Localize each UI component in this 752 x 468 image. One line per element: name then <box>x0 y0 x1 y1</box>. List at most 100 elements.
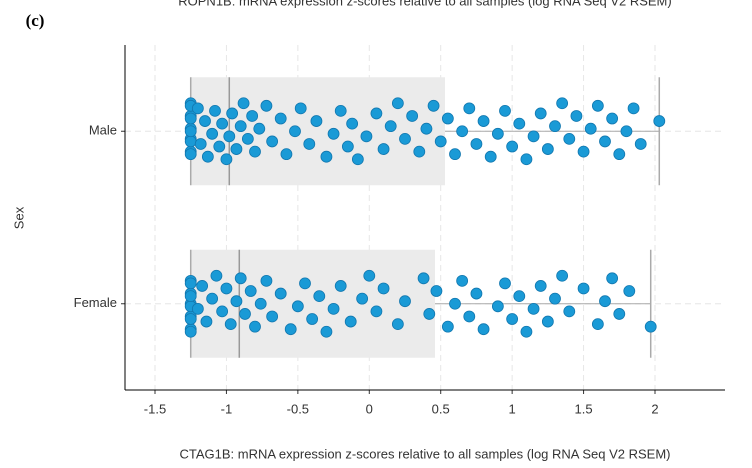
point <box>199 115 211 127</box>
point <box>241 132 254 145</box>
point <box>420 122 433 135</box>
point <box>327 127 340 140</box>
point <box>370 107 383 120</box>
point <box>427 99 440 112</box>
x-tick-label: 1 <box>509 401 516 416</box>
point <box>249 320 261 333</box>
point <box>184 135 197 148</box>
point <box>274 112 287 125</box>
point <box>266 135 279 148</box>
point <box>294 102 307 115</box>
point <box>370 305 383 318</box>
point <box>341 140 354 153</box>
point <box>391 318 404 331</box>
point <box>391 97 404 110</box>
point <box>456 274 469 287</box>
point <box>520 153 533 166</box>
point <box>491 300 504 313</box>
point <box>299 277 311 290</box>
point <box>541 143 554 155</box>
point <box>627 102 640 115</box>
point <box>406 110 419 122</box>
point <box>563 305 576 318</box>
point <box>441 112 454 125</box>
point <box>541 315 554 328</box>
point <box>470 138 483 150</box>
point <box>360 130 373 143</box>
point <box>563 132 576 145</box>
point <box>449 297 461 310</box>
x-axis-label: CTAG1B: mRNA expression z-scores relativ… <box>179 446 670 461</box>
point <box>201 150 214 163</box>
point <box>246 110 259 122</box>
y-tick-label: Female <box>74 295 117 310</box>
point <box>499 277 511 290</box>
point <box>377 143 390 155</box>
y-tick-label: Male <box>89 123 117 138</box>
point <box>527 302 540 315</box>
x-tick-label: 2 <box>651 401 658 416</box>
point <box>184 277 197 290</box>
point <box>441 320 454 333</box>
point <box>513 290 526 303</box>
point <box>584 122 597 135</box>
point <box>289 125 301 138</box>
point <box>399 295 411 308</box>
point <box>226 107 239 120</box>
point <box>310 115 323 127</box>
point <box>520 325 533 338</box>
point <box>191 302 204 315</box>
point <box>303 138 316 150</box>
point <box>184 325 197 338</box>
point <box>377 282 390 295</box>
point <box>216 305 229 318</box>
chart-title: ROPN1B: mRNA expression z-scores relativ… <box>178 0 671 8</box>
point <box>384 120 397 133</box>
point <box>234 120 247 133</box>
point <box>417 272 430 285</box>
point <box>253 122 266 135</box>
point <box>463 102 476 115</box>
point <box>534 107 547 120</box>
point <box>356 292 369 305</box>
point <box>556 97 569 110</box>
point <box>549 120 561 133</box>
point <box>280 148 293 161</box>
point <box>254 297 267 310</box>
point <box>363 269 376 282</box>
point <box>477 323 490 336</box>
point <box>320 325 333 338</box>
point <box>291 300 304 313</box>
point <box>334 280 347 292</box>
point <box>344 315 357 328</box>
point <box>320 150 333 163</box>
point <box>234 272 247 285</box>
point <box>206 127 219 140</box>
point <box>260 274 273 287</box>
point <box>591 318 604 331</box>
point <box>230 143 243 155</box>
point <box>570 110 583 122</box>
point <box>653 115 666 127</box>
point <box>434 135 447 148</box>
point <box>237 97 250 110</box>
point <box>313 290 326 303</box>
point <box>577 282 590 295</box>
point <box>274 287 287 300</box>
point <box>191 102 204 115</box>
point <box>184 290 197 303</box>
point <box>216 117 229 130</box>
point <box>534 280 547 292</box>
point <box>200 315 213 328</box>
point <box>499 104 511 117</box>
point <box>399 132 411 145</box>
x-tick-label: 0.5 <box>432 401 450 416</box>
point <box>346 117 359 130</box>
point <box>620 125 633 138</box>
point <box>413 145 426 158</box>
point <box>327 302 340 315</box>
point <box>549 292 561 305</box>
x-tick-label: 0 <box>366 401 373 416</box>
point <box>230 295 243 308</box>
point <box>484 150 497 163</box>
